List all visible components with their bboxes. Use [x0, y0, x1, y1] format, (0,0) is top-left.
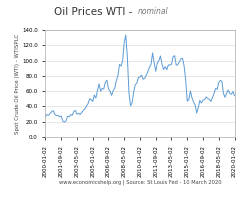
Text: Oil Prices WTI -: Oil Prices WTI -: [54, 7, 136, 17]
Text: nominal: nominal: [137, 7, 168, 16]
X-axis label: www.economicshelp.org | Source: St Louis Fed - 10 March 2020: www.economicshelp.org | Source: St Louis…: [59, 180, 221, 185]
Y-axis label: Spot Crude Oil Price (WTI) - WTISPLC: Spot Crude Oil Price (WTI) - WTISPLC: [15, 33, 20, 134]
